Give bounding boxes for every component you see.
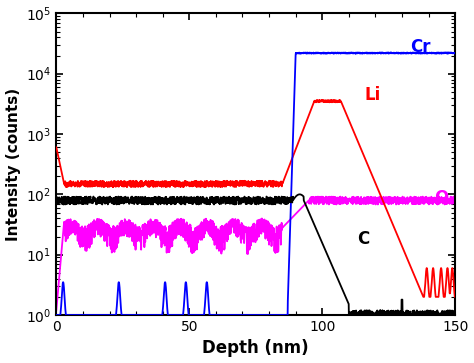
- Text: Li: Li: [365, 86, 381, 103]
- X-axis label: Depth (nm): Depth (nm): [202, 339, 309, 358]
- Text: Cr: Cr: [410, 38, 430, 56]
- Text: C: C: [357, 230, 369, 248]
- Text: O: O: [434, 189, 448, 207]
- Y-axis label: Intensity (counts): Intensity (counts): [6, 87, 20, 241]
